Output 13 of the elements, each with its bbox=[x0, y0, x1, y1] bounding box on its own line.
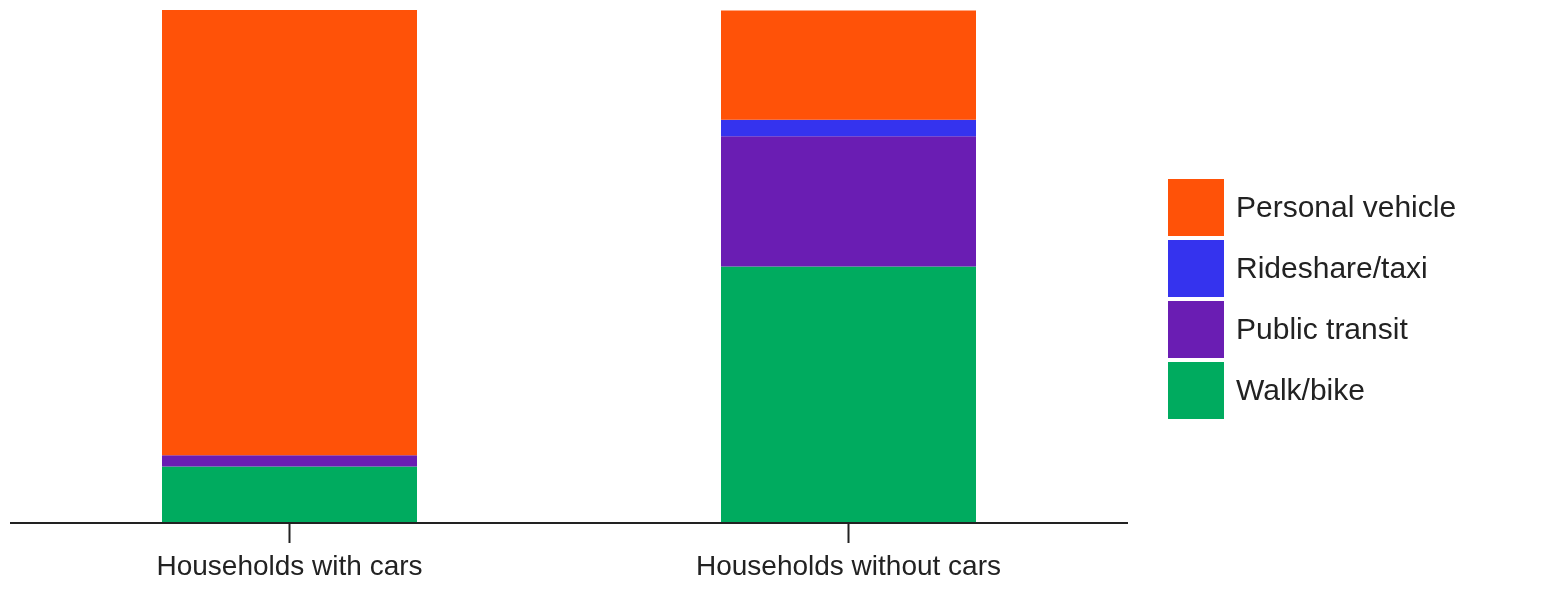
legend-label: Public transit bbox=[1236, 312, 1408, 346]
bar bbox=[162, 466, 417, 523]
bar bbox=[721, 266, 976, 523]
bar bbox=[162, 455, 417, 467]
bar bbox=[721, 10, 976, 120]
legend-label: Personal vehicle bbox=[1236, 190, 1457, 224]
x-tick-label: Households with cars bbox=[156, 549, 423, 581]
x-tick-label: Households without cars bbox=[695, 549, 1002, 581]
bar bbox=[721, 136, 976, 267]
legend-label: Rideshare/taxi bbox=[1236, 251, 1428, 285]
bar bbox=[721, 119, 976, 137]
legend-label: Walk/bike bbox=[1236, 373, 1365, 407]
bar bbox=[162, 10, 417, 456]
